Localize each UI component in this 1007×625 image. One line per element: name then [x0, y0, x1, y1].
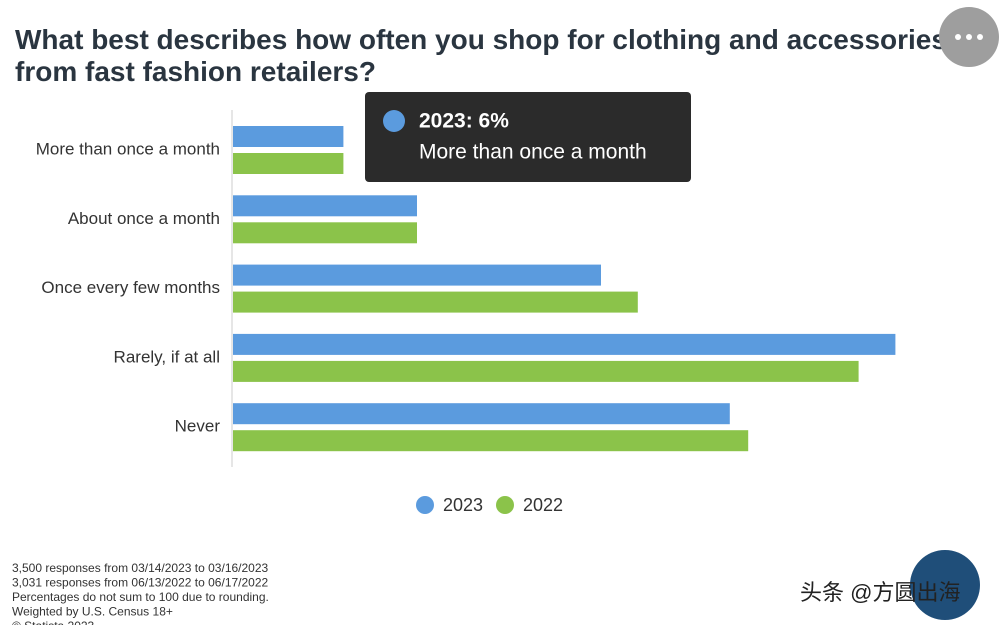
- bar: [233, 403, 730, 425]
- category-label: More than once a month: [36, 139, 220, 158]
- tooltip-label: More than once a month: [419, 141, 647, 164]
- category-label: About once a month: [68, 209, 220, 228]
- chart-title-2: from fast fashion retailers?: [15, 56, 376, 87]
- tooltip-swatch: [383, 110, 405, 132]
- chart-title: What best describes how often you shop f…: [15, 24, 947, 55]
- bar: [233, 153, 344, 174]
- footnote: Weighted by U.S. Census 18+: [12, 605, 173, 619]
- bars: More than once a month About once a month…: [36, 126, 896, 452]
- watermark-logo: [910, 550, 980, 620]
- bar: [233, 333, 896, 355]
- title-line: from fast fashion retailers?: [15, 56, 376, 87]
- dot: [977, 34, 983, 40]
- footnotes: 3,500 responses from 03/14/2023 to 03/16…: [12, 561, 269, 625]
- footnote: 3,500 responses from 03/14/2023 to 03/16…: [12, 561, 269, 575]
- legend-label: 2022: [523, 495, 563, 515]
- footnote: © Statista 2023: [12, 619, 95, 625]
- legend-swatch: [496, 496, 514, 514]
- legend-label: 2023: [443, 495, 483, 515]
- tooltip-title: 2023: 6%: [419, 110, 509, 133]
- footnote: Percentages do not sum to 100 due to rou…: [12, 590, 269, 604]
- bar: [233, 360, 859, 382]
- bar: [233, 126, 344, 147]
- bar: [233, 264, 601, 286]
- category-label: Once every few months: [41, 278, 220, 297]
- legend-swatch: [416, 496, 434, 514]
- bar: [233, 430, 749, 452]
- dot: [966, 34, 972, 40]
- footnote: 3,031 responses from 06/13/2022 to 06/17…: [12, 576, 269, 590]
- dot: [955, 34, 961, 40]
- tooltip-box: [365, 92, 691, 182]
- watermark: 头条 @方圆出海: [800, 580, 960, 605]
- category-label: Rarely, if at all: [114, 347, 220, 366]
- bar: [233, 291, 638, 313]
- tooltip: 2023: 6% More than once a month: [365, 92, 691, 182]
- category-label: Never: [175, 417, 221, 436]
- legend: 2023 2022: [416, 495, 563, 515]
- bar: [233, 195, 417, 217]
- bar: [233, 222, 417, 244]
- title-line: What best describes how often you shop f…: [15, 24, 947, 55]
